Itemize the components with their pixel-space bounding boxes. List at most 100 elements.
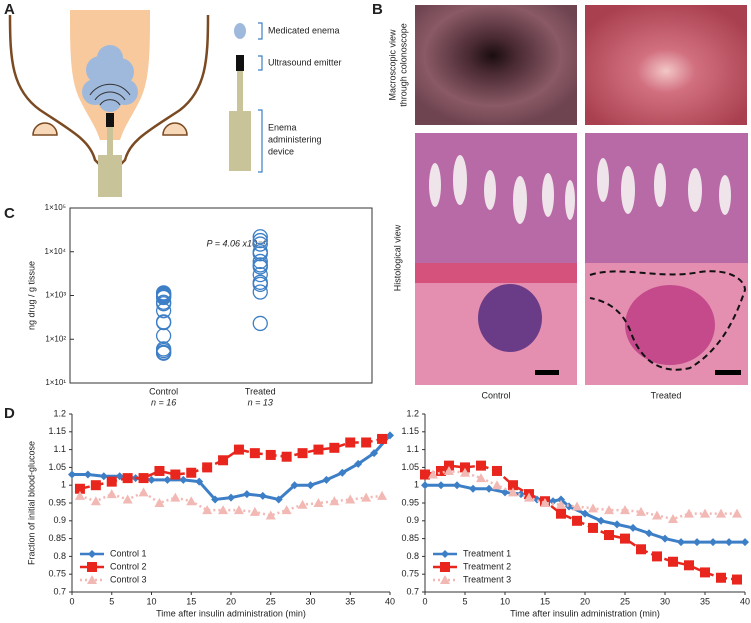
legend-label: Treatment 2	[463, 561, 511, 571]
body-outline	[119, 14, 210, 166]
legend-marker	[441, 550, 449, 558]
marker	[557, 495, 565, 504]
marker	[460, 467, 470, 477]
marker	[345, 494, 356, 504]
x-tick-label: 20	[580, 596, 590, 606]
y-tick-label: 0.7	[53, 586, 66, 596]
ultrasound-waves	[89, 83, 131, 106]
marker	[386, 431, 394, 440]
x-tick-label: 0	[69, 596, 74, 606]
marker	[377, 490, 388, 500]
histology-treated	[585, 133, 748, 385]
x-tick-label: 15	[540, 596, 550, 606]
y-tick-label: 1.2	[53, 408, 66, 418]
marker	[297, 499, 308, 509]
endoscopy-control	[415, 5, 577, 125]
marker	[258, 491, 267, 500]
row-label: Histological view	[392, 224, 402, 291]
x-tick-label: 20	[226, 596, 236, 606]
y-tick-label: 1×10⁵	[45, 203, 66, 212]
marker	[233, 444, 244, 455]
y-tick-label: 1.15	[48, 426, 66, 436]
y-tick-label: 0.9	[53, 515, 66, 525]
y-tick-label: 0.95	[48, 497, 66, 507]
marker	[281, 505, 292, 515]
marker	[90, 480, 101, 491]
marker	[265, 510, 276, 520]
marker	[420, 469, 430, 480]
marker	[508, 487, 518, 497]
y-tick-label: 0.75	[401, 569, 419, 579]
marker	[604, 505, 614, 515]
marker	[572, 501, 582, 511]
marker	[370, 449, 379, 458]
marker	[322, 475, 331, 484]
marker	[588, 522, 598, 533]
legend-device	[229, 111, 251, 171]
x-tick-label: Treated	[245, 386, 276, 396]
body-outline	[8, 14, 101, 166]
diagram-label: administering	[268, 134, 322, 144]
y-tick-label: 1×10¹	[45, 378, 66, 387]
marker	[524, 492, 534, 502]
legend-label: Treatment 3	[463, 574, 511, 584]
column-label: Treated	[651, 390, 682, 400]
marker	[613, 520, 621, 529]
y-tick-label: 1	[414, 480, 419, 490]
marker	[74, 483, 85, 494]
marker	[716, 572, 726, 583]
y-tick-label: 0.85	[401, 533, 419, 543]
category-note: n = 13	[248, 397, 273, 407]
marker	[668, 514, 678, 524]
tissue-icon	[32, 122, 188, 136]
diagram: Medicated enema Ultrasound emitter Enema…	[8, 10, 342, 197]
x-tick-label: 10	[146, 596, 156, 606]
marker	[460, 462, 470, 473]
diagram-label: device	[268, 146, 294, 156]
x-tick-label: 35	[700, 596, 710, 606]
plot-frame	[69, 207, 373, 384]
marker	[179, 475, 188, 484]
marker	[329, 496, 340, 506]
data-point	[155, 289, 172, 306]
marker	[68, 470, 76, 479]
legend-marker	[87, 575, 97, 584]
x-axis-label: Time after insulin administration (min)	[510, 608, 660, 618]
marker	[361, 492, 372, 502]
legend-rod	[237, 71, 243, 113]
marker	[138, 487, 149, 497]
marker	[453, 481, 461, 490]
marker	[122, 473, 133, 484]
marker	[281, 451, 292, 462]
marker	[556, 508, 566, 519]
enema-blob	[82, 45, 138, 112]
marker	[249, 448, 260, 459]
marker	[620, 533, 630, 544]
marker	[195, 477, 204, 486]
y-tick-label: 1.15	[401, 426, 419, 436]
marker	[290, 481, 299, 490]
emitter	[106, 113, 114, 127]
x-tick-label: 35	[345, 596, 355, 606]
marker	[227, 493, 235, 502]
marker	[732, 508, 742, 518]
y-axis-label: ng drug / g tissue	[26, 261, 36, 330]
marker	[668, 556, 678, 567]
marker	[700, 508, 710, 518]
annotation: P = 4.06 x10⁻⁴	[207, 238, 266, 248]
marker	[242, 490, 251, 499]
marker	[147, 475, 156, 484]
legend-enema	[234, 23, 246, 39]
marker	[233, 505, 244, 515]
marker	[556, 499, 566, 509]
data-point	[155, 345, 172, 361]
data-point	[252, 266, 268, 283]
y-tick-label: 1×10²	[45, 334, 66, 343]
y-tick-label: 1	[61, 480, 66, 490]
x-tick-label: Control	[149, 386, 178, 396]
x-tick-label: 40	[385, 596, 395, 606]
marker	[652, 510, 662, 520]
marker	[636, 544, 646, 555]
marker	[741, 538, 749, 547]
